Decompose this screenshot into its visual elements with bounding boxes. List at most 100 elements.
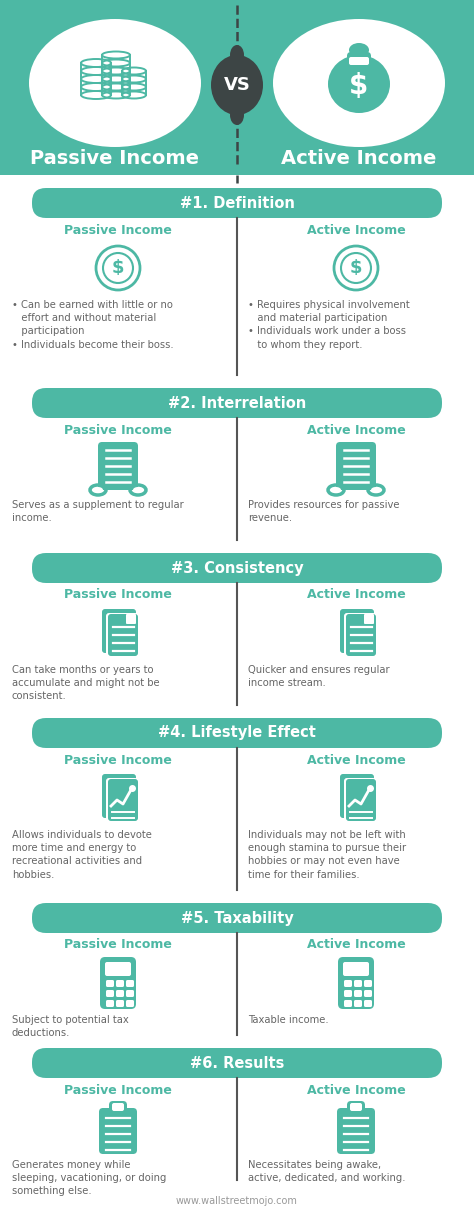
Ellipse shape	[371, 487, 381, 493]
FancyBboxPatch shape	[108, 779, 138, 821]
FancyBboxPatch shape	[350, 1103, 362, 1110]
FancyBboxPatch shape	[344, 777, 376, 822]
Text: Necessitates being awake,
active, dedicated, and working.: Necessitates being awake, active, dedica…	[248, 1160, 405, 1183]
Text: Active Income: Active Income	[307, 424, 405, 436]
FancyBboxPatch shape	[108, 614, 138, 656]
Text: Subject to potential tax
deductions.: Subject to potential tax deductions.	[12, 1015, 129, 1038]
FancyBboxPatch shape	[109, 1101, 127, 1115]
FancyBboxPatch shape	[349, 57, 369, 65]
Text: Provides resources for passive
revenue.: Provides resources for passive revenue.	[248, 500, 400, 523]
Text: Can take months or years to
accumulate and might not be
consistent.: Can take months or years to accumulate a…	[12, 665, 160, 701]
Text: Passive Income: Passive Income	[64, 939, 172, 952]
Text: Passive Income: Passive Income	[64, 753, 172, 767]
FancyBboxPatch shape	[116, 991, 124, 997]
Ellipse shape	[273, 19, 445, 147]
Text: $: $	[349, 71, 369, 101]
Text: Passive Income: Passive Income	[64, 589, 172, 602]
Bar	[336, 484, 376, 490]
FancyBboxPatch shape	[346, 614, 376, 656]
FancyBboxPatch shape	[343, 962, 369, 976]
Text: #1. Definition: #1. Definition	[180, 195, 294, 211]
Ellipse shape	[29, 19, 201, 147]
Text: Active Income: Active Income	[281, 149, 437, 167]
FancyBboxPatch shape	[364, 980, 372, 987]
FancyBboxPatch shape	[126, 980, 134, 987]
Text: Active Income: Active Income	[307, 939, 405, 952]
FancyBboxPatch shape	[116, 1000, 124, 1008]
FancyBboxPatch shape	[106, 777, 138, 822]
Text: • Can be earned with little or no
   effort and without material
   participatio: • Can be earned with little or no effort…	[12, 300, 173, 350]
Bar	[98, 484, 138, 490]
Text: #3. Consistency: #3. Consistency	[171, 561, 303, 575]
FancyBboxPatch shape	[102, 609, 136, 653]
Text: #6. Results: #6. Results	[190, 1056, 284, 1071]
Text: VS: VS	[224, 76, 250, 94]
FancyBboxPatch shape	[32, 903, 442, 932]
FancyBboxPatch shape	[116, 980, 124, 987]
FancyBboxPatch shape	[32, 553, 442, 582]
Text: Individuals may not be left with
enough stamina to pursue their
hobbies or may n: Individuals may not be left with enough …	[248, 830, 406, 879]
FancyBboxPatch shape	[344, 613, 376, 658]
Text: Serves as a supplement to regular
income.: Serves as a supplement to regular income…	[12, 500, 184, 523]
Ellipse shape	[331, 487, 341, 493]
FancyBboxPatch shape	[337, 1108, 375, 1154]
Ellipse shape	[349, 44, 369, 57]
FancyBboxPatch shape	[354, 1000, 362, 1008]
FancyBboxPatch shape	[126, 991, 134, 997]
FancyBboxPatch shape	[32, 188, 442, 218]
Text: Passive Income: Passive Income	[64, 224, 172, 236]
Text: Active Income: Active Income	[307, 224, 405, 236]
FancyBboxPatch shape	[347, 52, 371, 70]
Text: Passive Income: Passive Income	[64, 424, 172, 436]
Ellipse shape	[230, 105, 244, 125]
FancyBboxPatch shape	[354, 980, 362, 987]
FancyBboxPatch shape	[126, 1000, 134, 1008]
FancyBboxPatch shape	[106, 991, 114, 997]
Text: Taxable income.: Taxable income.	[248, 1015, 328, 1025]
FancyBboxPatch shape	[344, 991, 352, 997]
FancyBboxPatch shape	[364, 1000, 372, 1008]
FancyBboxPatch shape	[32, 1048, 442, 1078]
FancyBboxPatch shape	[32, 718, 442, 748]
FancyBboxPatch shape	[364, 614, 374, 624]
Text: Passive Income: Passive Income	[30, 149, 200, 167]
FancyBboxPatch shape	[346, 779, 376, 821]
Ellipse shape	[211, 54, 263, 115]
FancyBboxPatch shape	[98, 442, 138, 490]
FancyBboxPatch shape	[338, 957, 374, 1009]
Text: Active Income: Active Income	[307, 753, 405, 767]
FancyBboxPatch shape	[99, 1108, 137, 1154]
FancyBboxPatch shape	[364, 991, 372, 997]
Text: Active Income: Active Income	[307, 589, 405, 602]
FancyBboxPatch shape	[32, 388, 442, 418]
FancyBboxPatch shape	[106, 613, 138, 658]
FancyBboxPatch shape	[106, 1000, 114, 1008]
FancyBboxPatch shape	[100, 957, 136, 1009]
FancyBboxPatch shape	[102, 774, 136, 817]
FancyBboxPatch shape	[340, 609, 374, 653]
FancyBboxPatch shape	[126, 614, 136, 624]
Text: Quicker and ensures regular
income stream.: Quicker and ensures regular income strea…	[248, 665, 390, 688]
FancyBboxPatch shape	[354, 991, 362, 997]
Text: • Requires physical involvement
   and material participation
• Individuals work: • Requires physical involvement and mate…	[248, 300, 410, 350]
Text: #2. Interrelation: #2. Interrelation	[168, 396, 306, 411]
FancyBboxPatch shape	[347, 1101, 365, 1115]
FancyBboxPatch shape	[106, 980, 114, 987]
Ellipse shape	[230, 45, 244, 65]
Text: $: $	[350, 259, 362, 277]
Ellipse shape	[328, 54, 390, 113]
Text: www.wallstreetmojo.com: www.wallstreetmojo.com	[176, 1196, 298, 1206]
Bar	[0, 0, 474, 176]
Text: Active Income: Active Income	[307, 1084, 405, 1096]
Text: $: $	[112, 259, 124, 277]
Ellipse shape	[133, 487, 143, 493]
Text: Allows individuals to devote
more time and energy to
recreational activities and: Allows individuals to devote more time a…	[12, 830, 152, 879]
Ellipse shape	[93, 487, 103, 493]
FancyBboxPatch shape	[344, 1000, 352, 1008]
Text: #5. Taxability: #5. Taxability	[181, 911, 293, 925]
Text: #4. Lifestyle Effect: #4. Lifestyle Effect	[158, 725, 316, 740]
FancyBboxPatch shape	[105, 962, 131, 976]
FancyBboxPatch shape	[340, 774, 374, 817]
Text: Generates money while
sleeping, vacationing, or doing
something else.: Generates money while sleeping, vacation…	[12, 1160, 166, 1196]
FancyBboxPatch shape	[336, 442, 376, 490]
